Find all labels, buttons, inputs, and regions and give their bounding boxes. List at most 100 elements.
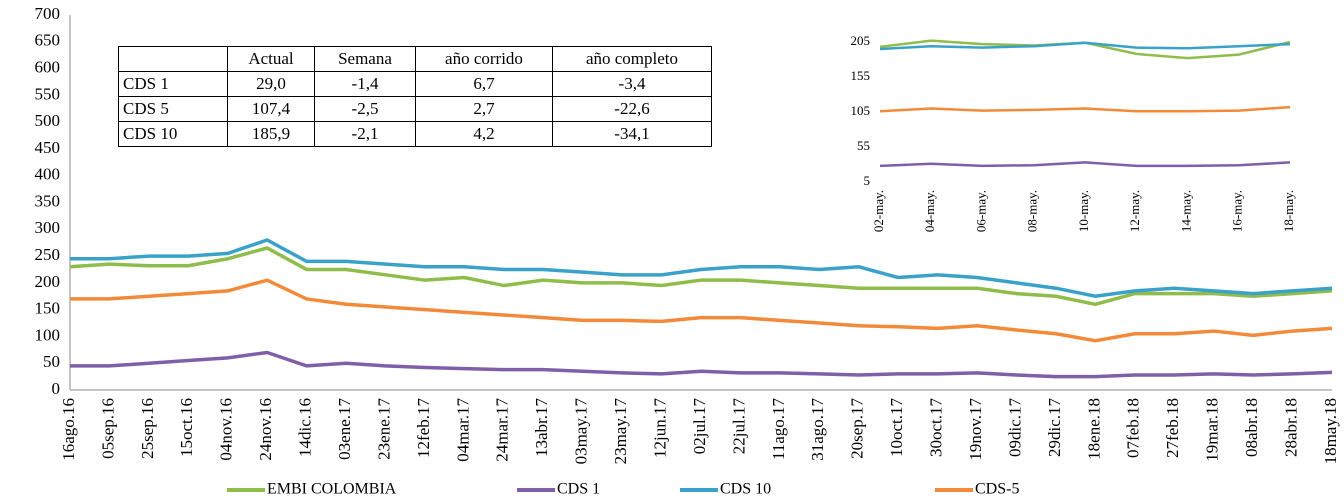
table-cell: Actual [227,46,315,72]
y-tick-label: 350 [35,191,61,210]
x-tick-label: 10-may. [1076,190,1091,232]
table-row: Actual Semana año corrido año completo [118,46,712,72]
x-tick-label: 29dic.17 [1045,398,1064,458]
table-cell: 2,7 [415,96,553,122]
x-tick-label: 25sep.16 [138,398,157,459]
table-row: CDS 10 185,9 -2,1 4,2 -34,1 [118,121,712,147]
x-tick-label: 28abr.18 [1281,398,1300,457]
table-cell: 29,0 [227,71,315,97]
x-tick-label: 08abr.18 [1242,398,1261,457]
x-tick-label: 20sep.17 [848,398,867,459]
y-tick-label: 100 [35,325,61,344]
y-tick-label: 400 [35,165,61,184]
table-cell: año corrido [415,46,553,72]
x-tick-label: 23ene.17 [374,398,393,460]
y-tick-label: 700 [35,4,61,23]
x-tick-label: 02jul.17 [690,398,709,455]
y-tick-label: 50 [43,352,60,371]
table-cell: CDS 10 [118,121,228,147]
x-tick-label: 06-may. [973,190,988,232]
x-tick-label: 03may.17 [572,398,591,465]
x-tick-label: 12jun.17 [650,398,669,458]
x-tick-label: 07feb.18 [1124,398,1143,458]
table-row: CDS 1 29,0 -1,4 6,7 -3,4 [118,71,712,97]
x-tick-label: 24mar.17 [493,398,512,462]
x-tick-label: 03ene.17 [335,398,354,460]
x-tick-label: 16ago.16 [59,398,78,461]
series-line [70,238,1333,299]
y-tick-label: 650 [35,31,61,50]
table-cell: año completo [552,46,712,72]
x-tick-label: 18ene.18 [1084,398,1103,460]
series-line [879,41,1291,51]
x-tick-label: 12-may. [1127,190,1142,232]
y-tick-label: 250 [35,245,61,264]
x-tick-label: 19nov.17 [966,398,985,461]
legend-label: EMBI COLOMBIA [267,481,397,498]
y-tick-label: 55 [857,138,870,153]
legend-label: CDS 10 [720,481,771,498]
table-cell: -34,1 [552,121,712,147]
series-line [879,105,1291,113]
x-tick-label: 04nov.16 [217,398,236,461]
x-tick-label: 18may.18 [1321,398,1340,464]
summary-table: Actual Semana año corrido año completo CDS 1… [118,46,712,147]
series-line [879,161,1291,168]
x-tick-label: 23may.17 [611,398,630,465]
x-tick-label: 05sep.16 [98,398,117,459]
table-cell: -3,4 [552,71,712,97]
y-tick-label: 5 [864,173,871,188]
table-cell [118,46,228,72]
x-tick-label: 19mar.18 [1203,398,1222,462]
legend-label: CDS 1 [557,481,600,498]
table-cell: 107,4 [227,96,315,122]
table-cell: CDS 5 [118,96,228,122]
y-tick-label: 450 [35,138,61,157]
y-tick-label: 500 [35,111,61,130]
legend-label: CDS-5 [975,481,1019,498]
y-tick-label: 300 [35,218,61,237]
x-tick-label: 31ago.17 [808,398,827,461]
x-tick-label: 18-may. [1281,190,1296,232]
x-tick-label: 30oct.17 [927,398,946,458]
table-cell: Semana [314,46,416,72]
x-tick-label: 27feb.18 [1163,398,1182,458]
x-tick-label: 11ago.17 [769,398,788,461]
x-tick-label: 04-may. [922,190,937,232]
table-cell: -2,5 [314,96,416,122]
table-cell: CDS 1 [118,71,228,97]
x-tick-label: 22jul.17 [729,398,748,455]
table-cell: 6,7 [415,71,553,97]
table-cell: 4,2 [415,121,553,147]
x-tick-label: 04mar.17 [453,398,472,462]
x-tick-label: 09dic.17 [1005,398,1024,458]
y-tick-label: 150 [35,299,61,318]
table-cell: -2,1 [314,121,416,147]
y-tick-label: 105 [851,103,871,118]
x-tick-label: 14dic.16 [296,398,315,457]
x-tick-label: 08-may. [1025,190,1040,232]
y-tick-label: 205 [851,33,871,48]
table-cell: 185,9 [227,121,315,147]
y-tick-label: 600 [35,57,61,76]
y-tick-label: 155 [851,68,871,83]
x-tick-label: 10oct.17 [887,398,906,458]
series-line [70,350,1333,379]
x-tick-label: 02-may. [871,190,886,232]
series-line [69,246,1333,307]
x-tick-label: 14-may. [1178,190,1193,232]
x-tick-label: 15oct.16 [177,398,196,457]
x-tick-label: 13abr.17 [532,398,551,458]
series-line [70,278,1333,343]
x-tick-label: 16-may. [1230,190,1245,232]
y-tick-label: 0 [52,379,61,398]
y-tick-label: 550 [35,84,61,103]
table-row: CDS 5 107,4 -2,5 2,7 -22,6 [118,96,712,122]
x-tick-label: 24nov.16 [256,398,275,461]
y-tick-label: 200 [35,272,61,291]
x-tick-label: 12feb.17 [414,398,433,458]
table-cell: -22,6 [552,96,712,122]
table-cell: -1,4 [314,71,416,97]
